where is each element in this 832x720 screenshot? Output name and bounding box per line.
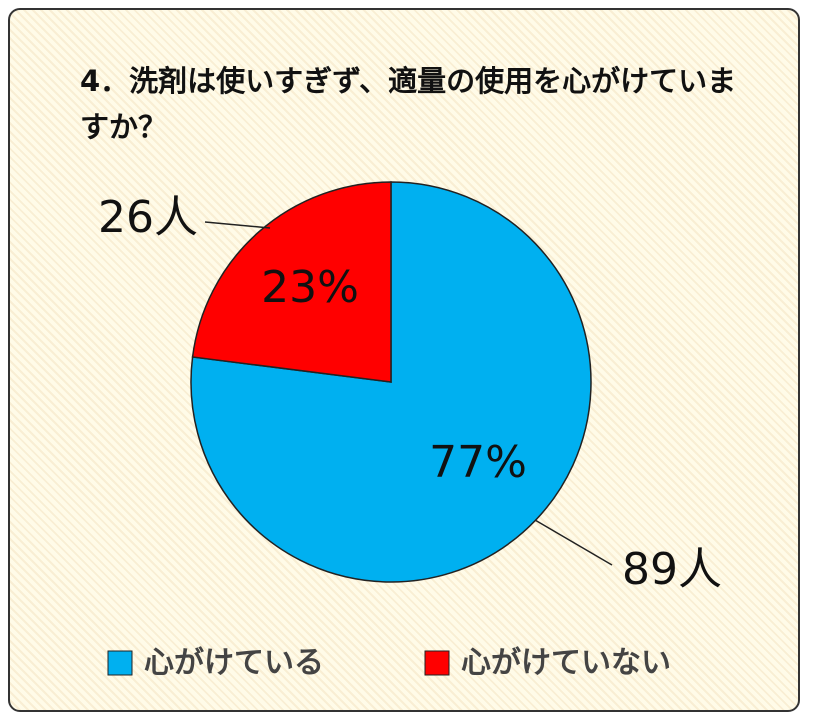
legend-swatch bbox=[424, 650, 450, 676]
legend-swatch bbox=[107, 650, 133, 676]
value-label: 23% bbox=[261, 262, 359, 313]
chart-title: 4．洗剤は使いすぎず、適量の使用を心がけていますか？ bbox=[80, 64, 737, 144]
pie-slice bbox=[191, 181, 392, 383]
leader-line bbox=[534, 519, 613, 566]
count-label: 26人 bbox=[98, 192, 198, 243]
value-label: 77% bbox=[429, 437, 527, 488]
leader-line bbox=[204, 221, 271, 229]
legend-label: 心がけている bbox=[144, 646, 324, 681]
legend-label: 心がけていない bbox=[461, 646, 671, 681]
count-label: 89人 bbox=[622, 544, 722, 595]
